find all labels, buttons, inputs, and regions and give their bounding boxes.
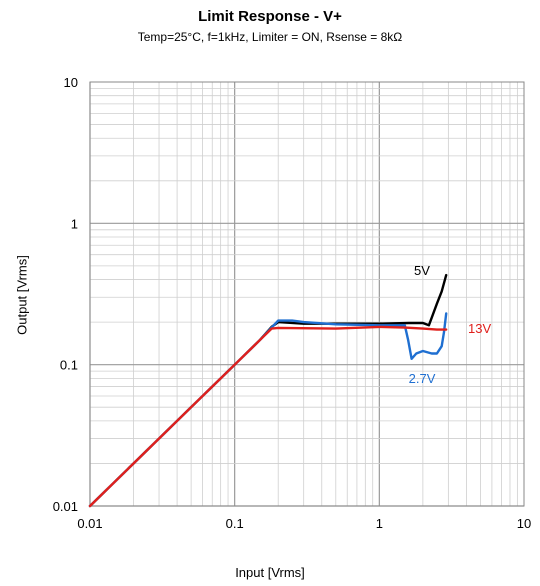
x-tick-label: 0.1 (226, 516, 244, 531)
series-label-13v: 13V (468, 321, 491, 336)
x-tick-label: 0.01 (77, 516, 102, 531)
x-tick-label: 10 (517, 516, 531, 531)
series-label-27v: 2.7V (409, 371, 436, 386)
y-tick-label: 0.01 (53, 499, 78, 514)
x-tick-label: 1 (376, 516, 383, 531)
y-tick-label: 10 (64, 75, 78, 90)
series-line-27v (90, 314, 446, 507)
y-tick-label: 1 (71, 216, 78, 231)
y-tick-label: 0.1 (60, 358, 78, 373)
series-label-5v: 5V (414, 263, 430, 278)
series-labels: 5V 2.7V 13V (409, 263, 492, 386)
series-line-13v (90, 327, 446, 506)
series-line-5v (90, 275, 446, 506)
series-lines (90, 275, 446, 506)
tick-labels: 0.01 0.1 1 10 0.01 0.1 1 10 (53, 75, 532, 531)
